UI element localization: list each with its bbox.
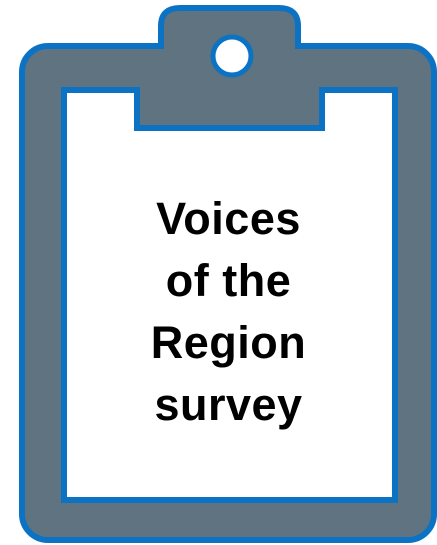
clipboard-title: Voices of the Region survey: [66, 188, 391, 436]
title-line: survey: [154, 379, 303, 430]
title-line: Region: [150, 317, 307, 368]
title-line: of the: [165, 255, 292, 306]
title-line: Voices: [156, 193, 301, 244]
clip-hole-icon: [210, 34, 254, 78]
clipboard-paper: [61, 87, 398, 503]
clipboard-clip: [158, 5, 301, 48]
